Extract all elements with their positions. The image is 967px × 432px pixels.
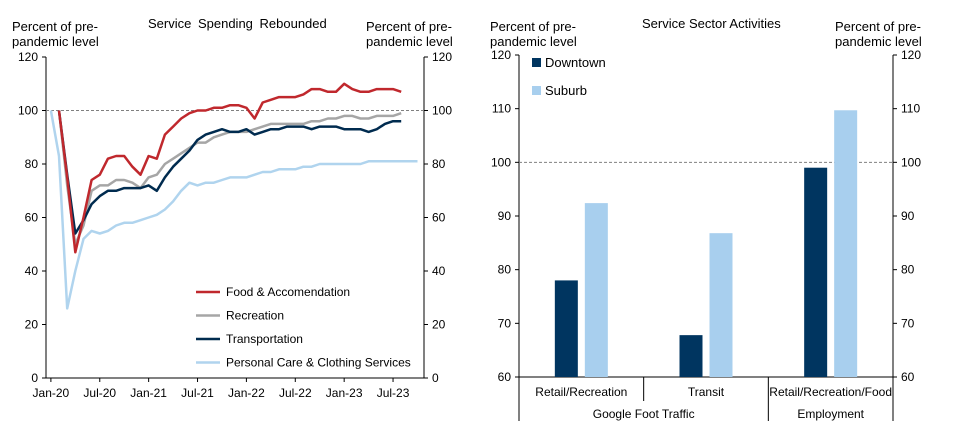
x-tick-label: Jan-23 <box>326 386 363 400</box>
line-chart: 0 0 20 20 40 40 60 60 80 80 100 100 120 120 Jan-20 Jul-… <box>18 50 452 400</box>
bar-chart: 60 60 70 70 80 80 90 90 100 100 110 110 120 120 Retail… <box>491 48 921 421</box>
right-ylabel-left-line1: Percent of pre- <box>490 19 576 34</box>
legend-label: Recreation <box>226 309 284 323</box>
category-label: Retail/Recreation/Food <box>769 385 892 399</box>
right-ylabel-right: Percent of pre- pandemic level <box>835 19 922 49</box>
y-tick-label-left: 60 <box>498 370 512 384</box>
y-tick-label-right: 0 <box>432 371 439 385</box>
y-tick-label-left: 90 <box>498 209 512 223</box>
x-tick-label: Jan-21 <box>130 386 167 400</box>
y-tick-label-left: 100 <box>491 155 511 169</box>
y-tick-label-left: 80 <box>25 157 39 171</box>
right-ylabel-right-line1: Percent of pre- <box>835 19 921 34</box>
y-tick-label-left: 20 <box>25 318 39 332</box>
y-tick-label-right: 100 <box>901 155 921 169</box>
right-ylabel-left: Percent of pre- pandemic level <box>490 19 577 49</box>
bar-downtown-0 <box>554 280 578 377</box>
right-ylabel-left-line2: pandemic level <box>490 34 577 49</box>
y-tick-label-left: 100 <box>18 104 38 118</box>
bar-suburb-1 <box>709 233 733 377</box>
left-ylabel-right: Percent of pre- pandemic level <box>366 19 453 49</box>
y-tick-label-left: 80 <box>498 263 512 277</box>
series-line-personal-care-clothing-services <box>49 110 418 310</box>
y-tick-label-right: 60 <box>432 211 446 225</box>
y-tick-label-right: 110 <box>901 102 920 116</box>
y-tick-label-left: 110 <box>492 102 511 116</box>
right-chart-title: Service Sector Activities <box>642 16 781 31</box>
line-legend: Food & Accomendation Recreation Transporta… <box>196 285 411 370</box>
y-tick-label-right: 90 <box>901 209 915 223</box>
x-tick-label: Jul-23 <box>377 386 410 400</box>
y-tick-label-left: 120 <box>18 50 38 64</box>
y-tick-label-left: 60 <box>25 211 39 225</box>
group-label: Employment <box>797 407 864 421</box>
x-tick-label: Jan-20 <box>33 386 70 400</box>
left-ylabel-left-line2: pandemic level <box>12 34 99 49</box>
x-tick-label: Jul-22 <box>279 386 312 400</box>
y-tick-label-right: 120 <box>901 48 921 62</box>
left-ylabel-right-line1: Percent of pre- <box>366 19 452 34</box>
legend-swatch <box>532 58 541 67</box>
left-ylabel-right-line2: pandemic level <box>366 34 453 49</box>
legend-label: Suburb <box>545 83 587 98</box>
y-tick-label-left: 120 <box>491 48 511 62</box>
bar-suburb-0 <box>584 203 608 377</box>
y-tick-label-right: 40 <box>432 264 446 278</box>
legend-label: Transportation <box>226 332 303 346</box>
y-tick-label-right: 20 <box>432 318 446 332</box>
bar-legend: Downtown Suburb <box>532 55 606 98</box>
series-line-transportation <box>57 110 402 235</box>
category-label: Retail/Recreation <box>535 385 627 399</box>
category-label: Transit <box>688 385 725 399</box>
y-tick-label-left: 0 <box>31 371 38 385</box>
x-tick-label: Jul-21 <box>181 386 214 400</box>
left-ylabel-left: Percent of pre- pandemic level <box>12 19 99 49</box>
y-tick-label-right: 100 <box>432 104 452 118</box>
legend-label: Personal Care & Clothing Services <box>226 356 411 370</box>
legend-label: Food & Accomendation <box>226 285 350 299</box>
legend-swatch <box>532 86 541 95</box>
y-tick-label-right: 70 <box>901 316 915 330</box>
y-tick-label-right: 60 <box>901 370 915 384</box>
bar-suburb-2 <box>834 110 858 377</box>
legend-label: Downtown <box>545 55 606 70</box>
left-ylabel-left-line1: Percent of pre- <box>12 19 98 34</box>
bar-downtown-1 <box>679 335 703 377</box>
right-ylabel-right-line2: pandemic level <box>835 34 922 49</box>
y-tick-label-right: 80 <box>901 263 915 277</box>
left-chart-title: Service Spending Rebounded <box>148 16 327 31</box>
series-line-food-accomendation <box>57 82 402 254</box>
group-label: Google Foot Traffic <box>593 407 695 421</box>
y-tick-label-right: 80 <box>432 157 446 171</box>
y-tick-label-left: 40 <box>25 264 39 278</box>
y-tick-label-right: 120 <box>432 50 452 64</box>
y-tick-label-left: 70 <box>498 316 512 330</box>
bar-downtown-2 <box>804 167 828 377</box>
x-tick-label: Jul-20 <box>83 386 116 400</box>
x-tick-label: Jan-22 <box>228 386 265 400</box>
